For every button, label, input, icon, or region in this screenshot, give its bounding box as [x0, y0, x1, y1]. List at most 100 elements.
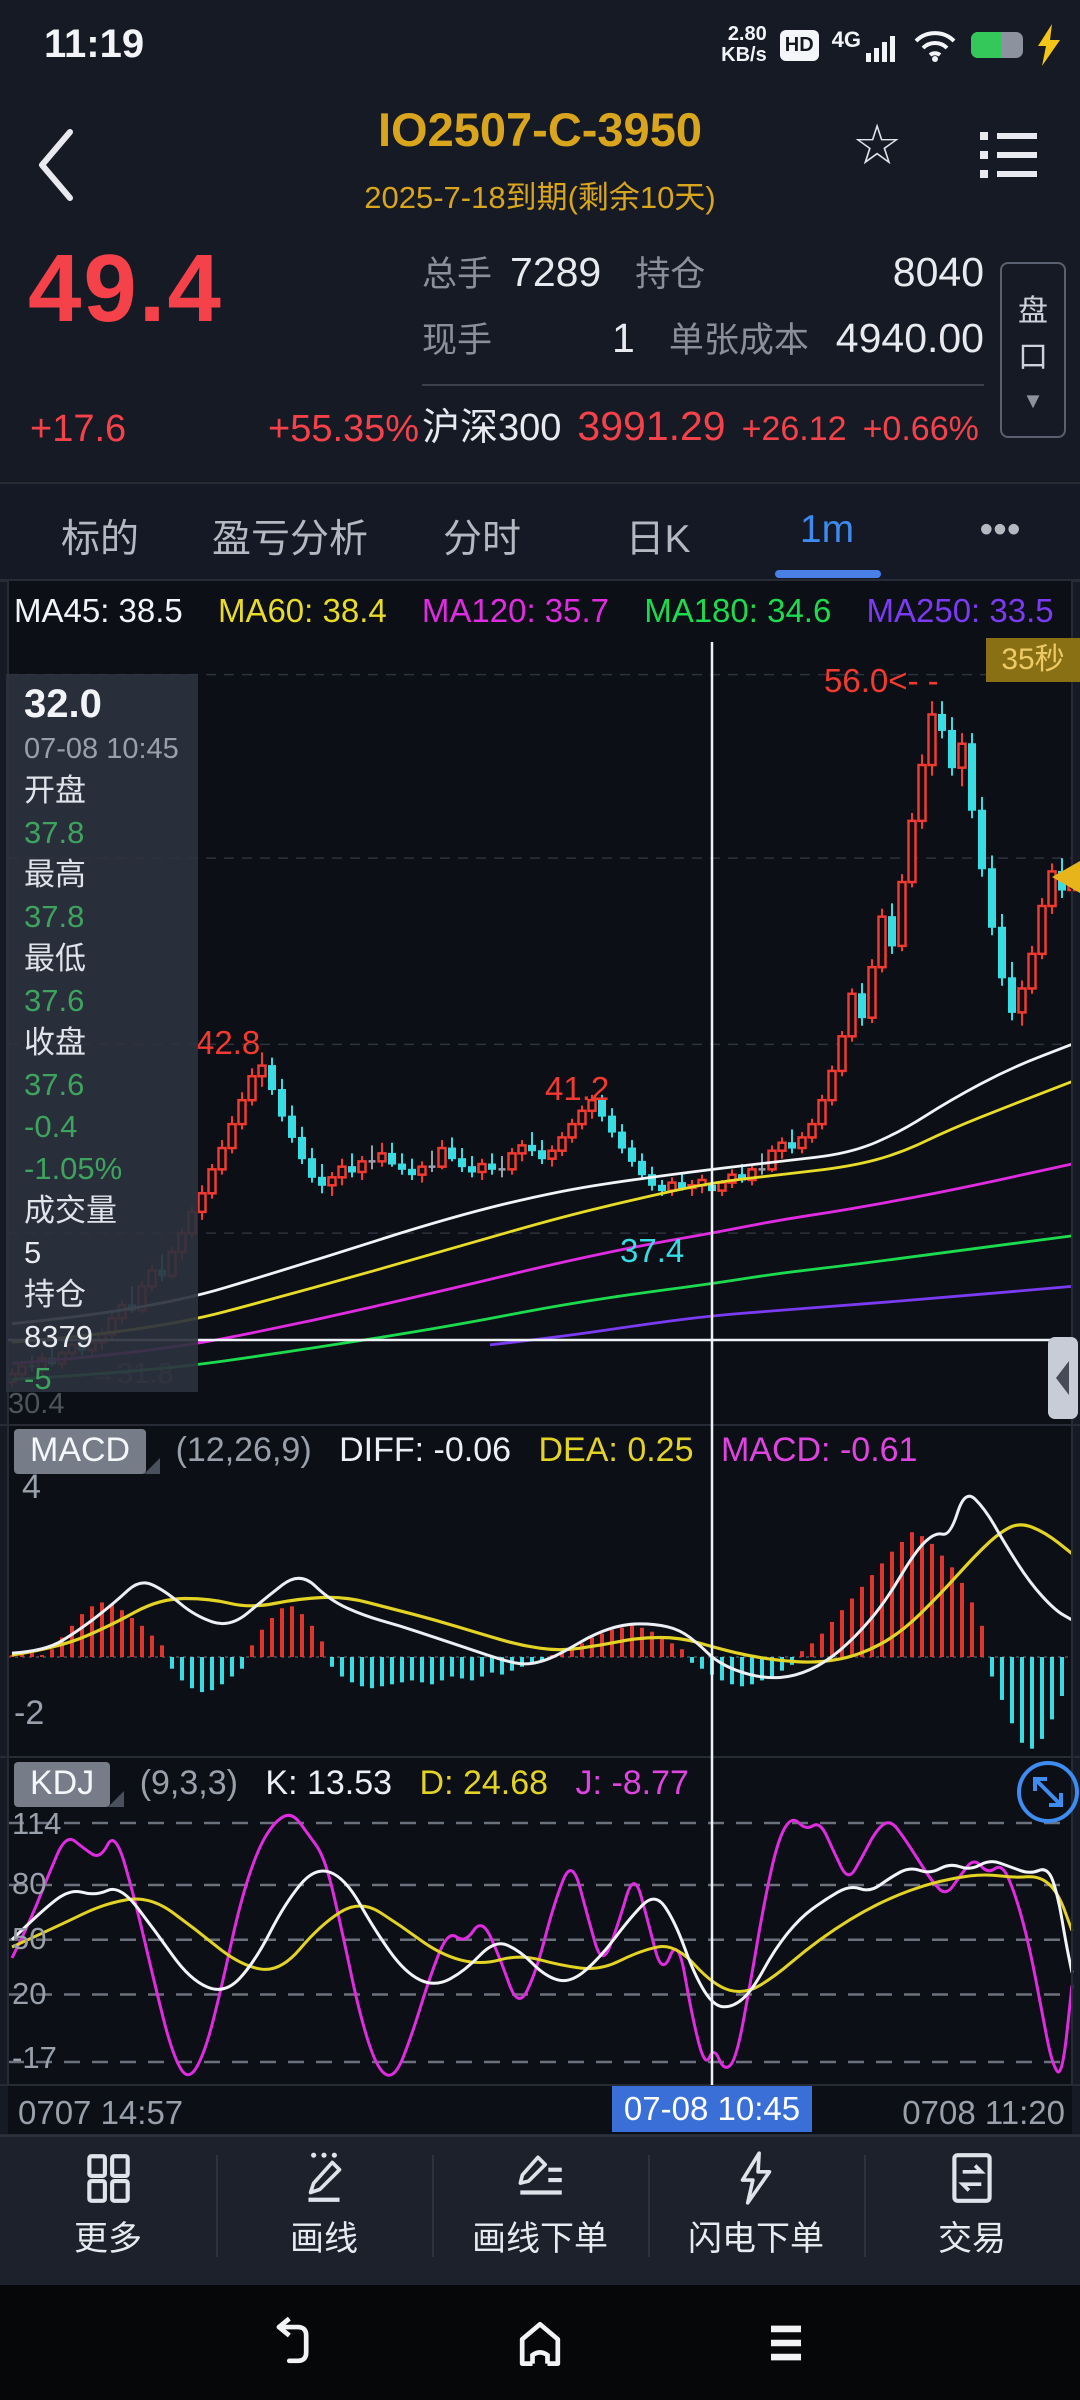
macd-dea-value: DEA: 0.25: [538, 1431, 694, 1469]
total-volume-label: 总手: [422, 255, 493, 294]
lightning-order-button[interactable]: 闪电下单: [648, 2137, 864, 2287]
nav-menu-icon[interactable]: [756, 2313, 816, 2373]
current-volume-value: 1: [612, 315, 635, 361]
macd-axis-min: -2: [14, 1694, 45, 1732]
favorite-star-icon[interactable]: ☆: [852, 113, 903, 176]
kdj-axis-50: 50: [12, 1921, 47, 1956]
kdj-k-value: K: 13.53: [265, 1764, 393, 1802]
price-change: +17.6: [30, 408, 127, 450]
charging-icon: [1038, 24, 1060, 66]
tab-more-periods[interactable]: •••: [979, 508, 1021, 551]
index-name: 沪深300: [422, 407, 562, 449]
unit-cost-value: 4940.00: [835, 315, 984, 361]
tooltip-oi-value: 8379: [24, 1319, 93, 1354]
macd-diff-value: DIFF: -0.06: [339, 1431, 512, 1469]
tooltip-close-label: 收盘: [24, 1025, 86, 1060]
index-quote-row[interactable]: 沪深300 3991.29 +26.12 +0.66%: [422, 396, 984, 451]
tooltip-close-value: 37.6: [24, 1067, 85, 1102]
divider: [422, 384, 984, 386]
fullscreen-expand-icon[interactable]: [1014, 1758, 1080, 1826]
contract-title: IO2507-C-3950: [378, 103, 702, 156]
watchlist-menu-icon[interactable]: [980, 132, 1038, 189]
ma180-value: MA180: 34.6: [644, 592, 832, 629]
draw-line-button[interactable]: 画线: [216, 2137, 432, 2287]
tooltip-volume-label: 成交量: [24, 1193, 117, 1228]
more-button[interactable]: 更多: [0, 2137, 216, 2287]
open-interest-value: 8040: [892, 249, 984, 295]
quote-stats: 总手 7289 持仓 8040 现手 1 单张成本 4940.00 沪深300 …: [422, 246, 984, 451]
tooltip-high-label: 最高: [24, 857, 86, 892]
tab-daily-k[interactable]: 日K: [625, 518, 691, 561]
tooltip-oi-change: -5: [24, 1361, 52, 1396]
kdj-axis-neg17: -17: [12, 2040, 57, 2075]
kdj-j-value: J: -8.77: [575, 1764, 689, 1802]
time-axis-start: 0707 14:57: [18, 2094, 184, 2131]
header: IO2507-C-3950 2025-7-18到期(剩余10天) ☆: [0, 90, 1080, 240]
tooltip-change-pct: -1.05%: [24, 1151, 123, 1186]
lightning-icon: [740, 2151, 772, 2205]
android-nav-bar: [0, 2285, 1080, 2400]
kdj-indicator-selector[interactable]: KDJ: [14, 1762, 125, 1807]
battery-icon: [971, 32, 1023, 58]
macd-axis-max: 4: [22, 1468, 41, 1506]
kdj-axis-20: 20: [12, 1976, 47, 2011]
trade-button[interactable]: 交易: [864, 2137, 1080, 2287]
annotation-high-41-2: 41.2: [545, 1070, 610, 1107]
ma120-value: MA120: 35.7: [421, 592, 610, 629]
active-tab-underline: [775, 570, 881, 578]
back-button[interactable]: [22, 120, 92, 210]
pencil-order-icon: [518, 2155, 562, 2195]
tooltip-low-value: 37.6: [24, 983, 85, 1018]
bar-countdown-badge: 35秒: [986, 638, 1080, 682]
index-value: 3991.29: [577, 403, 726, 449]
dropdown-corner-icon: [108, 1791, 125, 1807]
crosshair-tooltip: 32.0 07-08 10:45 开盘 37.8 最高 37.8 最低 37.6…: [6, 674, 198, 1396]
tab-intraday[interactable]: 分时: [442, 518, 522, 561]
annotation-low-37-4: 37.4: [620, 1232, 685, 1269]
order-book-button[interactable]: 盘 口 ▼: [1000, 262, 1066, 438]
tooltip-open-label: 开盘: [24, 773, 86, 808]
chevron-down-icon: ▼: [1022, 388, 1044, 413]
current-volume-label: 现手: [422, 321, 493, 360]
bottom-toolbar: 更多 画线 画线下单 闪电下单: [0, 2135, 1080, 2287]
network-speed: 2.80 KB/s: [721, 23, 767, 66]
time-axis-end: 0708 11:20: [902, 2094, 1065, 2131]
chart-tabs: 标的 盈亏分析 分时 日K 1m •••: [0, 482, 1080, 582]
tooltip-high-value: 37.8: [24, 899, 85, 934]
crosshair-time-label: 07-08 10:45: [612, 2086, 812, 2132]
current-price-arrow-icon: [1052, 861, 1080, 893]
tab-1m[interactable]: 1m: [799, 508, 855, 551]
tooltip-low-label: 最低: [24, 941, 86, 976]
total-volume-value: 7289: [510, 249, 602, 295]
tooltip-volume-value: 5: [24, 1235, 42, 1270]
kdj-params: (9,3,3): [139, 1764, 238, 1802]
unit-cost-label: 单张成本: [668, 321, 809, 360]
nav-back-icon[interactable]: [264, 2313, 324, 2373]
ma60-value: MA60: 38.4: [217, 592, 387, 629]
macd-indicator-selector[interactable]: MACD: [14, 1429, 161, 1474]
tab-pnl-analysis[interactable]: 盈亏分析: [211, 518, 369, 561]
kdj-axis-114: 114: [12, 1806, 62, 1841]
hd-icon: HD: [779, 29, 819, 61]
ma45-value: MA45: 38.5: [14, 592, 183, 629]
kdj-d-value: D: 24.68: [419, 1764, 549, 1802]
annotation-ghost-30-4: 30.4: [8, 1388, 65, 1420]
tooltip-open-value: 37.8: [24, 815, 85, 850]
tooltip-oi-label: 持仓: [24, 1277, 86, 1312]
macd-params: (12,26,9): [175, 1431, 312, 1469]
last-price: 49.4: [28, 235, 223, 342]
tooltip-change: -0.4: [24, 1109, 78, 1144]
dropdown-corner-icon: [144, 1458, 161, 1474]
clock: 11:19: [44, 22, 145, 66]
quote-panel: 49.4 +17.6 +55.35% 总手 7289 持仓 8040 现手 1 …: [0, 235, 1080, 480]
transfer-icon: [952, 2153, 992, 2203]
nav-home-icon[interactable]: [510, 2313, 570, 2373]
tab-underlying[interactable]: 标的: [60, 518, 140, 561]
wifi-icon: [914, 31, 956, 62]
ma-legend: MA45: 38.5 MA60: 38.4 MA120: 35.7 MA180:…: [14, 592, 1080, 630]
macd-header: MACD (12,26,9) DIFF: -0.06 DEA: 0.25 MAC…: [14, 1429, 917, 1474]
index-change-pct: +0.66%: [862, 410, 979, 448]
draw-line-order-button[interactable]: 画线下单: [432, 2137, 648, 2287]
signal-icon: 4G: [832, 27, 899, 63]
